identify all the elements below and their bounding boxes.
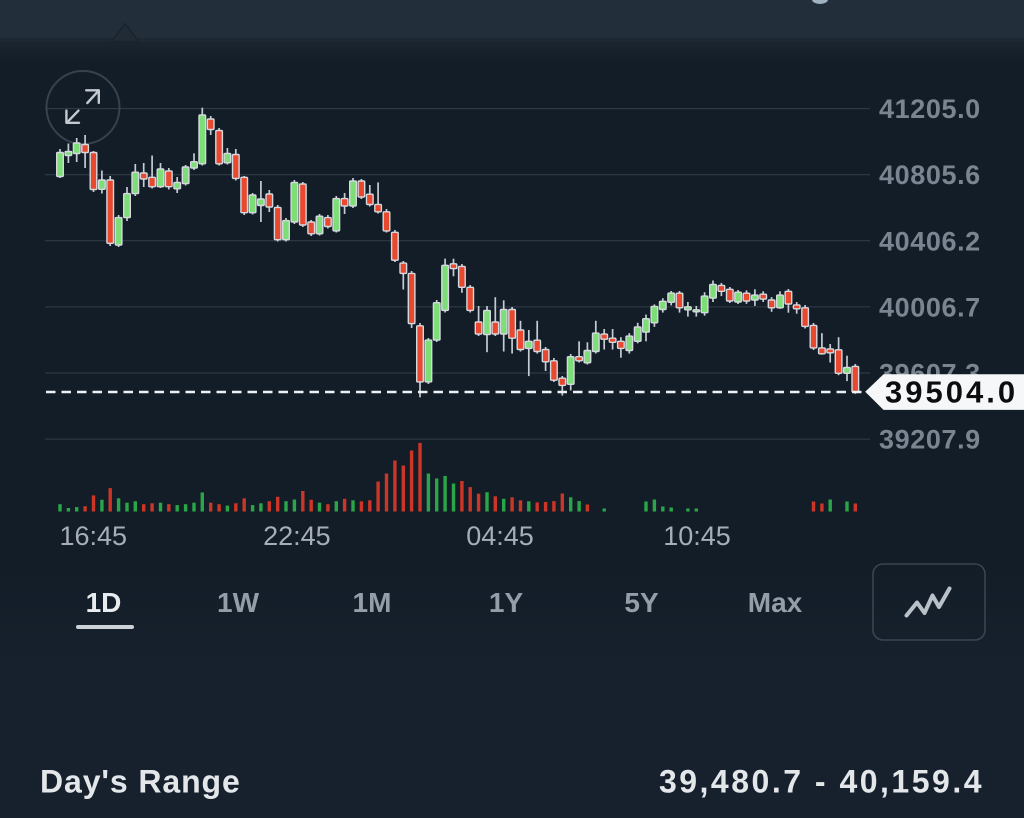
svg-text:1Y: 1Y bbox=[489, 587, 524, 618]
svg-text:22:45: 22:45 bbox=[263, 521, 331, 551]
svg-text:41205.0: 41205.0 bbox=[879, 94, 981, 124]
svg-text:1D: 1D bbox=[86, 587, 122, 618]
svg-text:10:45: 10:45 bbox=[663, 521, 731, 551]
svg-text:39207.9: 39207.9 bbox=[879, 425, 981, 455]
svg-text:5Y: 5Y bbox=[624, 587, 659, 618]
svg-text:40406.2: 40406.2 bbox=[879, 226, 981, 256]
svg-text:1W: 1W bbox=[217, 587, 260, 618]
svg-text:16:45: 16:45 bbox=[60, 521, 128, 551]
svg-text:40805.6: 40805.6 bbox=[879, 160, 981, 190]
svg-text:1M: 1M bbox=[353, 587, 392, 618]
svg-text:40006.7: 40006.7 bbox=[879, 292, 981, 322]
svg-text:39504.0: 39504.0 bbox=[885, 375, 1018, 410]
svg-text:Day's Range: Day's Range bbox=[40, 764, 241, 800]
svg-text:39,480.7 - 40,159.4: 39,480.7 - 40,159.4 bbox=[659, 764, 984, 800]
svg-text:04:45: 04:45 bbox=[466, 521, 534, 551]
svg-text:Max: Max bbox=[748, 587, 803, 618]
